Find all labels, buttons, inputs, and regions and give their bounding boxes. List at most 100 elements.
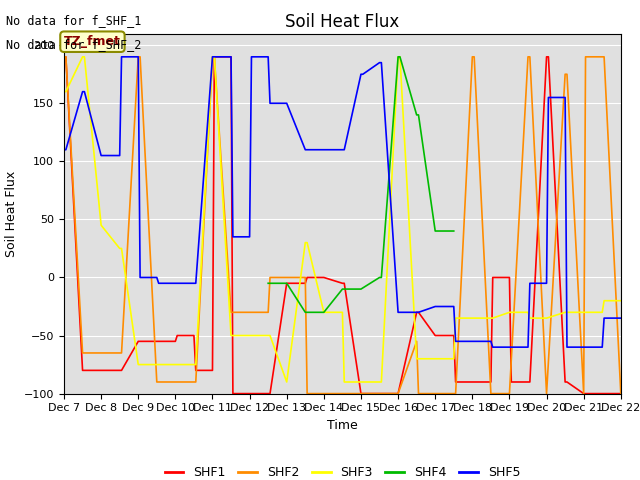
SHF2 — [431, 391, 439, 396]
SHF3 — [62, 89, 70, 95]
SHF1 — [543, 54, 550, 60]
SHF3 — [155, 362, 163, 368]
SHF5 — [266, 100, 274, 106]
SHF4 — [450, 228, 458, 234]
SHF3 — [415, 356, 422, 361]
SHF2 — [303, 391, 311, 396]
SHF1 — [376, 391, 383, 396]
SHF4 — [320, 310, 328, 315]
SHF1 — [524, 379, 532, 385]
SHF4 — [415, 112, 422, 118]
SHF1 — [79, 368, 86, 373]
Y-axis label: Soil Heat Flux: Soil Heat Flux — [5, 170, 19, 257]
SHF4 — [431, 228, 439, 234]
SHF3 — [81, 54, 88, 60]
SHF3 — [118, 246, 125, 252]
SHF1 — [227, 54, 235, 60]
SHF4 — [394, 54, 402, 60]
SHF3 — [378, 379, 385, 385]
SHF4 — [264, 280, 272, 286]
X-axis label: Time: Time — [327, 419, 358, 432]
SHF3 — [116, 246, 124, 252]
SHF3 — [394, 54, 402, 60]
SHF1 — [413, 310, 420, 315]
SHF1 — [617, 391, 625, 396]
SHF3 — [580, 310, 588, 315]
Title: Soil Heat Flux: Soil Heat Flux — [285, 12, 399, 31]
SHF3 — [600, 298, 608, 303]
SHF1 — [116, 368, 124, 373]
SHF2 — [413, 338, 420, 344]
SHF5 — [118, 54, 125, 60]
SHF1 — [173, 333, 181, 338]
SHF1 — [209, 368, 216, 373]
SHF4 — [396, 54, 404, 60]
SHF4 — [376, 275, 383, 280]
SHF1 — [452, 379, 460, 385]
SHF1 — [211, 54, 218, 60]
SHF1 — [561, 379, 569, 385]
SHF1 — [394, 391, 402, 396]
SHF3 — [227, 333, 235, 338]
SHF1 — [81, 368, 88, 373]
SHF3 — [301, 240, 309, 245]
SHF1 — [264, 391, 272, 396]
Line: SHF5: SHF5 — [64, 57, 621, 347]
SHF1 — [545, 54, 552, 60]
SHF1 — [155, 338, 163, 344]
SHF1 — [563, 379, 571, 385]
SHF1 — [190, 333, 198, 338]
SHF3 — [192, 362, 200, 368]
SHF3 — [450, 356, 458, 361]
SHF1 — [506, 275, 513, 280]
SHF4 — [303, 310, 311, 315]
SHF1 — [340, 280, 348, 286]
SHF3 — [617, 298, 625, 303]
SHF4 — [413, 112, 420, 118]
SHF3 — [598, 310, 606, 315]
SHF3 — [229, 333, 237, 338]
SHF5 — [153, 275, 161, 280]
SHF3 — [468, 315, 476, 321]
SHF3 — [339, 310, 346, 315]
SHF3 — [376, 379, 383, 385]
SHF3 — [543, 315, 550, 321]
Line: SHF2: SHF2 — [64, 57, 621, 394]
SHF3 — [303, 240, 311, 245]
SHF3 — [413, 356, 420, 361]
SHF1 — [526, 379, 534, 385]
SHF5 — [489, 344, 497, 350]
SHF5 — [450, 304, 458, 310]
SHF4 — [339, 286, 346, 292]
SHF2 — [229, 310, 237, 315]
Line: SHF3: SHF3 — [64, 57, 621, 382]
SHF1 — [598, 391, 606, 396]
SHF2 — [97, 350, 105, 356]
Text: TZ_fmet: TZ_fmet — [64, 35, 121, 48]
SHF3 — [431, 356, 439, 361]
SHF1 — [246, 391, 253, 396]
SHF4 — [301, 310, 309, 315]
SHF3 — [563, 310, 571, 315]
SHF1 — [283, 280, 291, 286]
SHF1 — [266, 391, 274, 396]
SHF5 — [617, 315, 625, 321]
SHF3 — [357, 379, 365, 385]
SHF1 — [468, 379, 476, 385]
SHF3 — [452, 315, 460, 321]
SHF1 — [378, 391, 385, 396]
SHF1 — [172, 338, 179, 344]
SHF3 — [266, 333, 274, 338]
SHF4 — [378, 275, 385, 280]
SHF4 — [266, 280, 274, 286]
SHF1 — [192, 368, 200, 373]
SHF3 — [209, 54, 216, 60]
Legend: SHF1, SHF2, SHF3, SHF4, SHF5: SHF1, SHF2, SHF3, SHF4, SHF5 — [159, 461, 525, 480]
SHF3 — [489, 315, 497, 321]
Line: SHF4: SHF4 — [268, 57, 454, 312]
SHF4 — [283, 280, 291, 286]
SHF3 — [320, 310, 328, 315]
Text: No data for f_SHF_1: No data for f_SHF_1 — [6, 14, 142, 27]
Line: SHF1: SHF1 — [64, 57, 621, 394]
SHF1 — [303, 275, 311, 280]
